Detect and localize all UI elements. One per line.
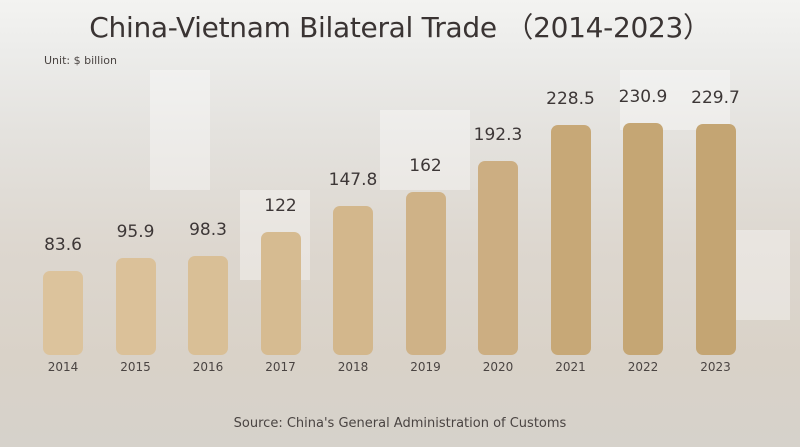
- bar-group-2015: 95.9 2015: [106, 0, 166, 447]
- value-label: 122: [264, 196, 297, 217]
- bar-group-2017: 122 2017: [251, 0, 311, 447]
- year-label: 2014: [47, 360, 79, 374]
- bar: [43, 270, 83, 355]
- value-label: 229.7: [691, 87, 740, 108]
- value-label: 192.3: [473, 125, 523, 146]
- year-label: 2019: [410, 360, 441, 374]
- bar-group-2023: 229.7 2023: [686, 0, 746, 447]
- bar: [115, 258, 156, 355]
- unit-label: Unit: $ billion: [44, 54, 117, 67]
- bar-group-2022: 230.9 2022: [613, 0, 673, 447]
- value-label: 228.5: [546, 89, 595, 109]
- value-label: 95.9: [116, 222, 155, 243]
- value-label: 98.3: [189, 220, 227, 241]
- value-label: 162: [409, 155, 442, 176]
- bar: [478, 161, 518, 355]
- bar: [260, 232, 301, 355]
- year-label: 2017: [265, 360, 296, 374]
- year-label: 2021: [555, 360, 586, 374]
- year-label: 2023: [700, 360, 731, 374]
- year-label: 2016: [192, 360, 224, 374]
- chart-title: China-Vietnam Bilateral Trade （2014-2023…: [89, 11, 711, 44]
- value-label: 83.6: [44, 234, 82, 255]
- bar-group-2014: 83.6 2014: [33, 0, 93, 447]
- bar-group-2016: 98.3 2016: [178, 0, 238, 447]
- year-label: 2020: [482, 360, 514, 374]
- value-label: 147.8: [328, 170, 378, 191]
- bar-group-2019: 162 2019: [396, 0, 456, 447]
- bar-group-2018: 147.8 2018: [323, 0, 383, 447]
- bar: [333, 206, 373, 355]
- bar: [188, 256, 228, 355]
- bar: [550, 125, 591, 355]
- value-label: 230.9: [618, 86, 668, 107]
- bar-group-2021: 228.5 2021: [541, 0, 601, 447]
- bar: [405, 191, 446, 355]
- source-note: Source: China's General Administration o…: [233, 416, 567, 431]
- year-label: 2018: [337, 360, 369, 374]
- year-label: 2015: [120, 360, 151, 374]
- bar-group-2020: 192.3 2020: [468, 0, 528, 447]
- bar: [623, 122, 663, 355]
- year-label: 2022: [627, 360, 659, 374]
- bar: [695, 123, 736, 355]
